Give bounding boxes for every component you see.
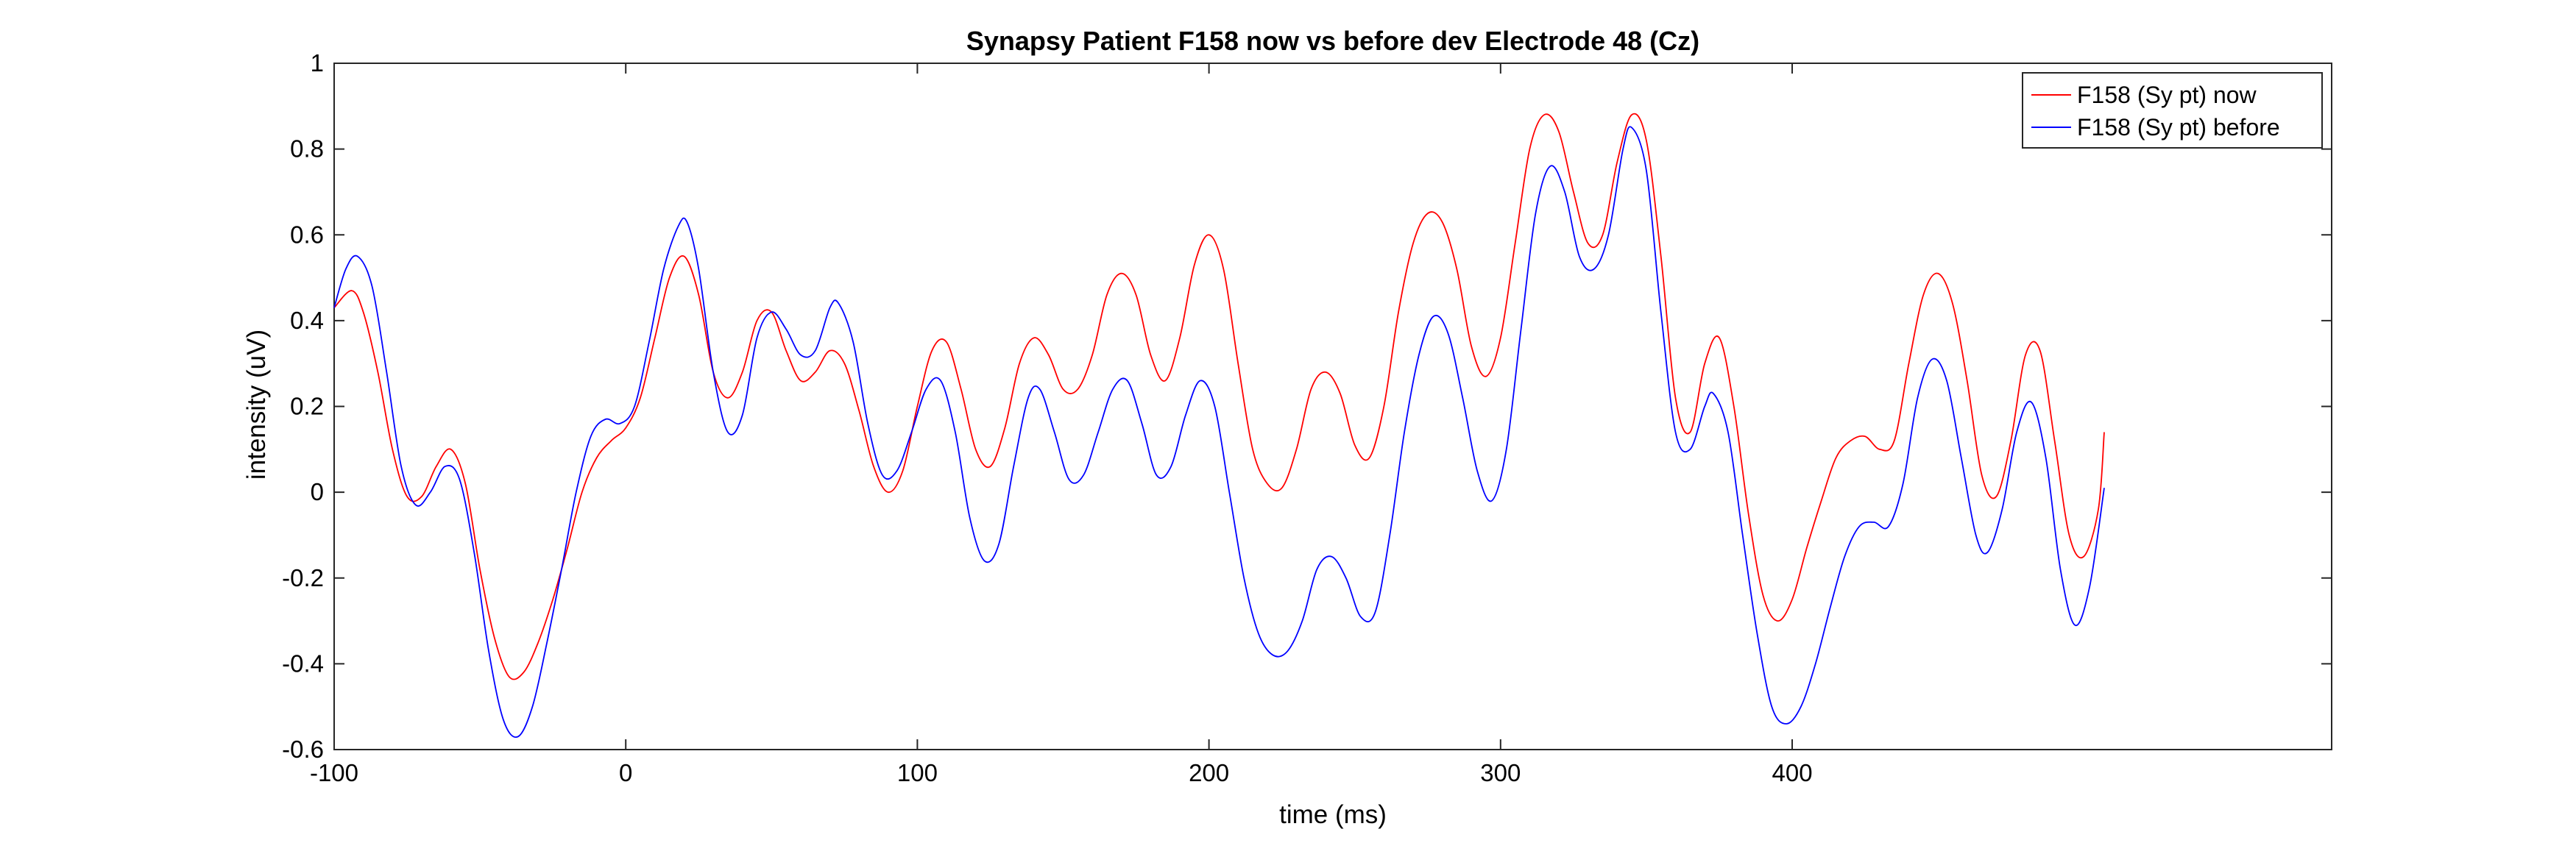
y-tick-label: -0.6 <box>282 736 324 763</box>
y-tick-label: -0.2 <box>282 564 324 591</box>
y-tick-label: -0.4 <box>282 650 324 677</box>
y-tick-label: 0.6 <box>290 221 324 248</box>
y-tick-label: 0 <box>311 478 324 505</box>
legend-box <box>2022 72 2323 149</box>
series-layer <box>333 113 2105 739</box>
x-tick-label: 300 <box>1480 759 1521 786</box>
x-axis-label: time (ms) <box>1279 800 1387 829</box>
y-tick-label: 0.4 <box>290 307 324 334</box>
y-tick-label: 0.2 <box>290 393 324 420</box>
x-tick-label: 0 <box>619 759 632 786</box>
y-tick-label: 1 <box>311 49 324 77</box>
x-tick-label: 100 <box>897 759 938 786</box>
y-tick-label: 0.8 <box>290 135 324 163</box>
series-line-before <box>333 126 2105 739</box>
plot-area <box>333 63 2332 750</box>
x-tick-label: -100 <box>310 759 358 786</box>
ticks-layer: -100 0 100 200 300 400 -0.6 -0.4 -0.2 0 0.2 0.4 0.6 0… <box>282 49 2332 786</box>
x-tick-label: 400 <box>1772 759 1812 786</box>
series-line-now <box>333 113 2105 680</box>
legend-label-before: F158 (Sy pt) before <box>2077 114 2280 140</box>
legend-label-now: F158 (Sy pt) now <box>2077 82 2257 108</box>
axes-box <box>333 63 2332 750</box>
y-axis-label: intensity (uV) <box>242 330 271 480</box>
legend: F158 (Sy pt) now F158 (Sy pt) before <box>2022 72 2323 149</box>
x-tick-label: 200 <box>1189 759 1229 786</box>
chart-title: Synapsy Patient F158 now vs before dev E… <box>966 26 1699 56</box>
